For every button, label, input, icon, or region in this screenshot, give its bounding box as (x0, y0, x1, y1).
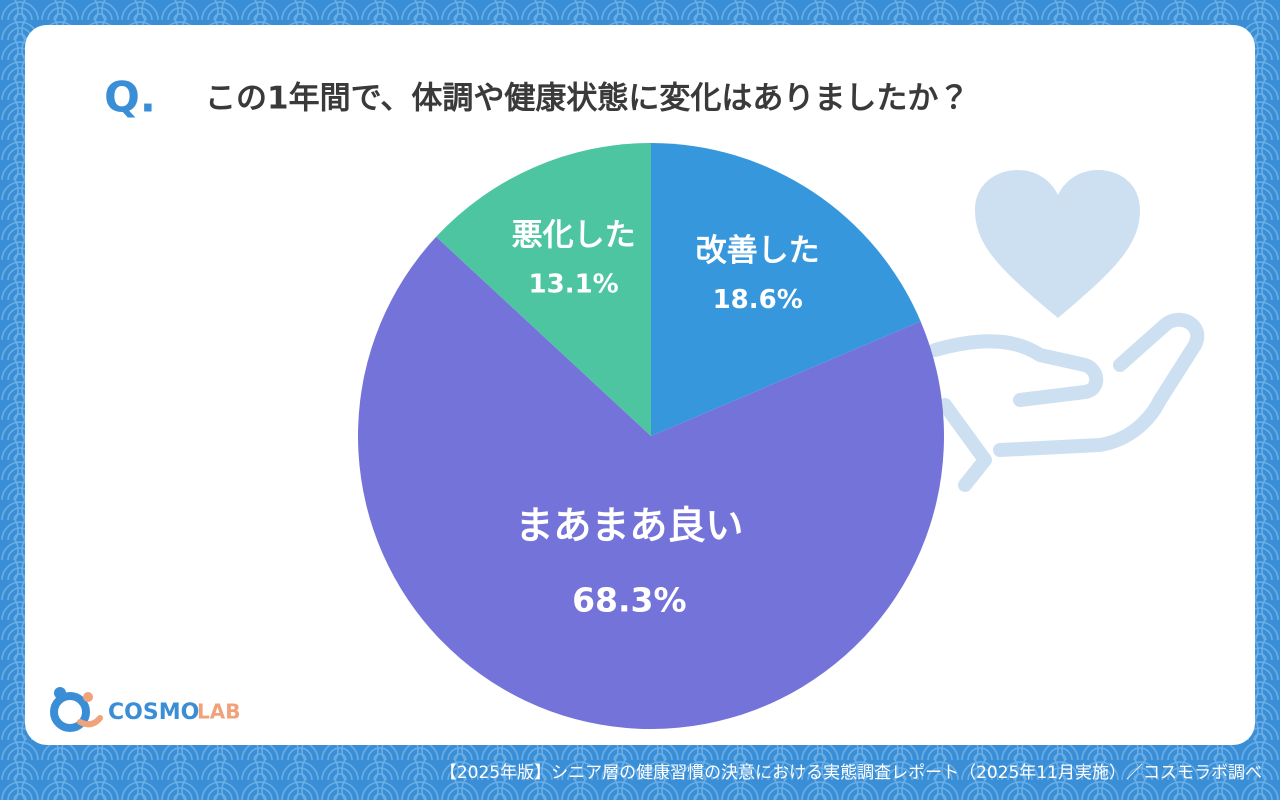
pie-slice (357, 236, 944, 730)
heart-hand-icon (928, 170, 1205, 492)
value-label: 13.1% (529, 269, 619, 299)
pie-slice (651, 143, 921, 436)
slice-label: 悪化した (512, 217, 636, 253)
chart-title: この1年間で、体調や健康状態に変化はありましたか？ (205, 81, 969, 117)
slice-label: まあまあ良い (515, 504, 743, 548)
pie: 改善した 18.6% まあまあ良い 68.3% 悪化した 13.1% (357, 143, 944, 730)
logo-text: COSMO (108, 700, 199, 725)
pie-slice (436, 143, 651, 436)
value-label: 68.3% (572, 581, 687, 620)
value-label: 18.6% (713, 285, 803, 315)
logo-icon (50, 687, 103, 732)
footer-note: 【2025年版】シニア層の健康習慣の決意における実態調査レポート（2025年11… (440, 763, 1262, 783)
logo-sub: LAB (197, 700, 240, 724)
q-label: Q. (104, 73, 156, 122)
slice-label: 改善した (696, 233, 820, 269)
